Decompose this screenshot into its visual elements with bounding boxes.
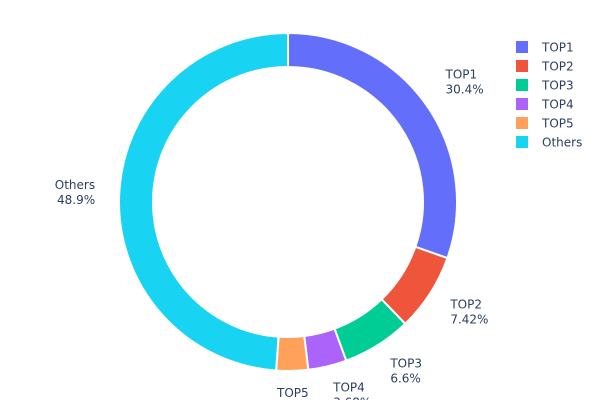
legend-label: Others bbox=[542, 136, 582, 150]
legend-item-top2[interactable]: TOP2 bbox=[516, 60, 574, 74]
slice-label-percent: 6.6% bbox=[390, 372, 421, 386]
legend-swatch bbox=[516, 98, 528, 110]
slice-top5[interactable] bbox=[275, 334, 310, 372]
slice-top1[interactable] bbox=[287, 31, 458, 260]
slice-label-name: TOP3 bbox=[389, 357, 422, 371]
legend-swatch bbox=[516, 117, 528, 129]
slice-label-name: TOP4 bbox=[332, 381, 365, 395]
slice-label-top5: TOP53.04% bbox=[274, 386, 312, 400]
slice-others[interactable] bbox=[118, 31, 289, 372]
slice-label-top3: TOP3 6.6% bbox=[389, 357, 422, 386]
slice-label-name: TOP2 bbox=[449, 297, 482, 311]
slice-label-top4: TOP43.68% bbox=[332, 381, 371, 400]
slices-group bbox=[118, 31, 458, 372]
legend-item-top3[interactable]: TOP3 bbox=[516, 79, 574, 93]
legend-swatch bbox=[516, 41, 528, 53]
slice-label-percent: 48.9% bbox=[57, 193, 95, 207]
legend-label: TOP4 bbox=[541, 98, 574, 112]
legend-label: TOP1 bbox=[541, 41, 574, 55]
slice-label-percent: 7.42% bbox=[450, 312, 488, 326]
slice-label-name: TOP5 bbox=[276, 386, 309, 400]
legend-item-top4[interactable]: TOP4 bbox=[516, 98, 574, 112]
slice-label-percent: 3.68% bbox=[333, 396, 371, 400]
legend-label: TOP5 bbox=[541, 117, 574, 131]
legend-label: TOP2 bbox=[541, 60, 574, 74]
slice-labels-group: TOP130.4%TOP27.42%TOP36.6%TOP43.68%TOP53… bbox=[55, 67, 489, 400]
slice-label-name: Others bbox=[55, 178, 95, 192]
legend-item-others[interactable]: Others bbox=[516, 136, 582, 150]
slice-label-top1: TOP1 30.4% bbox=[445, 67, 484, 96]
legend: TOP1 TOP2 TOP3 TOP4 TOP5 Others bbox=[516, 41, 582, 150]
legend-swatch bbox=[516, 60, 528, 72]
legend-item-top1[interactable]: TOP1 bbox=[516, 41, 574, 55]
legend-swatch bbox=[516, 79, 528, 91]
legend-item-top5[interactable]: TOP5 bbox=[516, 117, 574, 131]
slice-label-name: TOP1 bbox=[445, 67, 478, 81]
legend-swatch bbox=[516, 136, 528, 148]
slice-label-percent: 30.4% bbox=[446, 82, 484, 96]
slice-label-others: Others 48.9% bbox=[55, 178, 95, 207]
legend-label: TOP3 bbox=[541, 79, 574, 93]
slice-label-top2: TOP2 7.42% bbox=[449, 297, 488, 326]
